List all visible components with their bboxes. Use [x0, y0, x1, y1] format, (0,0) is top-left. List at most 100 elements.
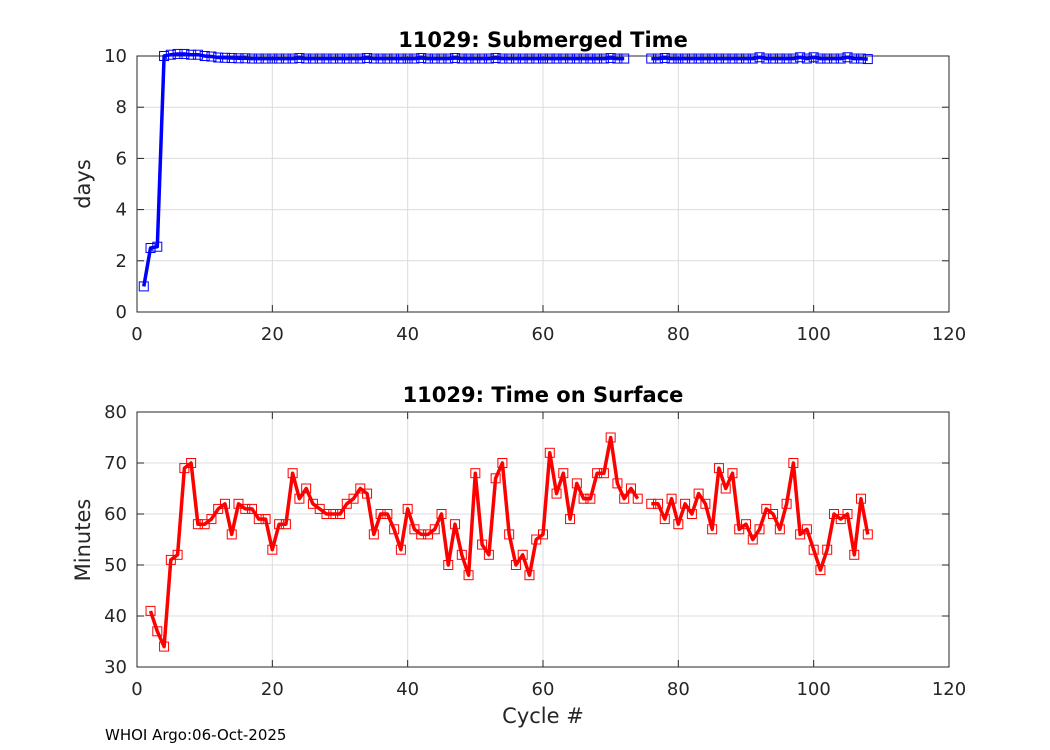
data-point-marker — [443, 53, 454, 64]
data-point-marker — [422, 53, 433, 64]
data-point-marker — [768, 53, 779, 64]
y-tick-label: 40 — [104, 606, 127, 627]
data-series — [145, 432, 873, 652]
data-point-marker — [828, 53, 839, 64]
data-point-marker — [795, 529, 806, 540]
data-point-marker — [544, 447, 555, 458]
data-point-marker — [490, 53, 501, 64]
data-point-marker — [598, 468, 609, 479]
data-point-marker — [402, 503, 413, 514]
data-point-marker — [747, 53, 758, 64]
data-point-marker — [321, 53, 332, 64]
data-point-marker — [355, 53, 366, 64]
data-point-marker — [165, 49, 176, 60]
data-point-marker — [646, 53, 657, 64]
data-point-marker — [768, 509, 779, 519]
data-point-marker — [456, 53, 467, 64]
data-point-marker — [734, 524, 745, 535]
data-point-marker — [571, 478, 582, 489]
data-point-marker — [260, 514, 271, 525]
data-point-marker — [145, 243, 156, 253]
data-point-marker — [450, 53, 461, 64]
data-point-marker — [253, 53, 264, 64]
data-point-marker — [686, 53, 697, 64]
data-point-marker — [598, 53, 609, 64]
data-point-marker — [531, 53, 542, 64]
data-point-marker — [761, 53, 772, 64]
data-point-marker — [206, 51, 217, 62]
data-point-marker — [619, 493, 630, 504]
series-line — [142, 52, 625, 287]
data-point-marker — [490, 473, 501, 484]
y-tick-label: 8 — [116, 97, 127, 118]
data-point-marker — [152, 626, 163, 637]
data-point-marker — [707, 53, 718, 64]
data-point-marker — [267, 53, 278, 64]
data-point-marker — [774, 53, 785, 64]
x-tick-label: 120 — [932, 679, 966, 700]
data-point-marker — [233, 53, 244, 64]
data-point-marker — [456, 549, 467, 560]
data-point-marker — [734, 53, 745, 64]
data-point-marker — [294, 53, 305, 64]
x-tick-label: 0 — [131, 324, 142, 345]
data-point-marker — [849, 549, 860, 560]
data-point-marker — [713, 53, 724, 64]
data-point-marker — [693, 53, 704, 64]
grid-lines — [137, 56, 949, 312]
data-point-marker — [213, 52, 224, 63]
data-point-marker — [301, 53, 312, 64]
data-point-marker — [808, 52, 819, 63]
data-point-marker — [314, 53, 325, 64]
data-point-marker — [666, 493, 677, 504]
x-tick-label: 60 — [532, 324, 555, 345]
chart-title: 11029: Time on Surface — [403, 383, 684, 407]
data-point-marker — [571, 53, 582, 64]
data-point-marker — [862, 54, 873, 65]
data-point-marker — [538, 529, 548, 540]
y-tick-label: 10 — [104, 46, 127, 67]
data-point-marker — [781, 498, 792, 509]
data-point-marker — [233, 498, 244, 509]
y-axis-label: Minutes — [71, 499, 95, 582]
data-point-marker — [754, 52, 765, 63]
data-point-marker — [368, 53, 379, 64]
data-point-marker — [531, 534, 542, 545]
data-point-marker — [713, 463, 724, 474]
data-point-marker — [856, 493, 867, 504]
x-tick-label: 80 — [667, 679, 690, 700]
data-point-marker — [199, 519, 210, 530]
data-point-marker — [260, 53, 271, 64]
data-point-marker — [524, 53, 535, 64]
data-point-marker — [301, 483, 312, 494]
data-point-marker — [754, 524, 765, 535]
data-point-marker — [592, 468, 603, 479]
data-point-marker — [294, 493, 305, 504]
data-point-marker — [450, 519, 461, 530]
data-point-marker — [247, 53, 258, 64]
data-point-marker — [375, 509, 386, 519]
data-point-marker — [619, 53, 630, 64]
data-point-marker — [395, 53, 406, 64]
data-point-marker — [680, 53, 691, 64]
data-point-marker — [747, 534, 758, 545]
data-point-marker — [416, 529, 427, 540]
data-point-marker — [138, 281, 149, 292]
data-point-marker — [206, 514, 217, 525]
data-point-marker — [720, 53, 731, 64]
data-point-marker — [774, 524, 785, 535]
x-tick-label: 0 — [131, 679, 142, 700]
data-point-marker — [186, 49, 197, 60]
data-point-marker — [389, 53, 400, 64]
data-point-marker — [274, 519, 285, 530]
data-point-marker — [727, 53, 738, 64]
data-point-marker — [477, 539, 488, 550]
y-tick-label: 80 — [104, 402, 127, 423]
series-line — [651, 55, 868, 61]
series-line — [148, 435, 640, 649]
x-tick-label: 40 — [396, 679, 419, 700]
data-point-marker — [585, 493, 596, 504]
data-point-marker — [416, 53, 427, 64]
x-tick-label: 40 — [396, 324, 419, 345]
data-point-marker — [226, 529, 237, 540]
